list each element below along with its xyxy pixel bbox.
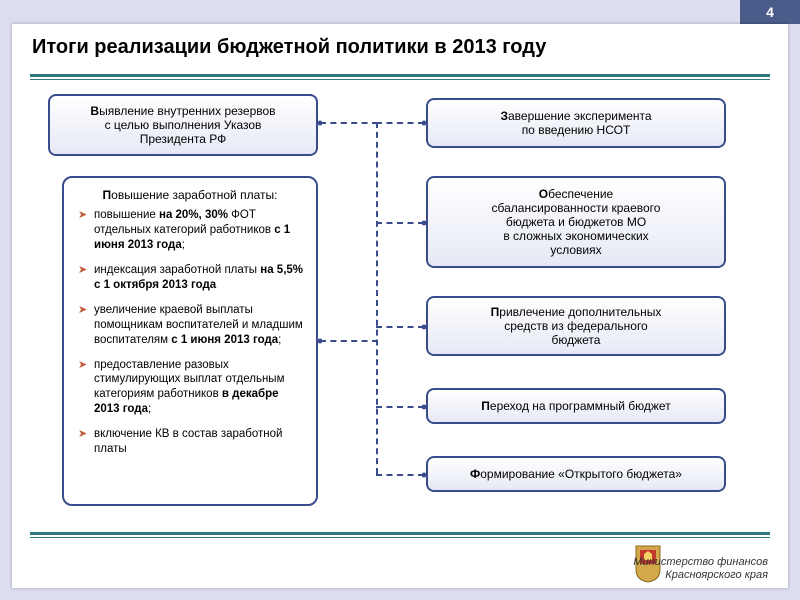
footer-line1: Министерство финансов [633, 556, 768, 568]
connector [376, 326, 424, 328]
divider-top [30, 74, 770, 80]
connector [376, 474, 424, 476]
connector-dot [422, 221, 427, 226]
connector [376, 406, 424, 408]
salary-item: предоставление разовых стимулирующих вып… [76, 358, 304, 418]
connector [376, 122, 424, 124]
box-reserves: Выявление внутренних резервов с целью вы… [48, 94, 318, 156]
connector [376, 222, 424, 224]
salary-item: повышение на 20%, 30% ФОТ отдельных кате… [76, 208, 304, 253]
box-federal: Привлечение дополнительныхсредств из фед… [426, 296, 726, 356]
box-salary-title: Повышение заработной платы: [76, 188, 304, 202]
connector [320, 340, 378, 342]
slide: Итоги реализации бюджетной политики в 20… [12, 24, 788, 588]
box-open-budget: Формирование «Открытого бюджета» [426, 456, 726, 492]
connector-dot [422, 121, 427, 126]
footer-line2: Красноярского края [665, 569, 768, 581]
box-nsot: Завершение экспериментапо введению НСОТ [426, 98, 726, 148]
footer: Министерство финансов Красноярского края [633, 556, 768, 582]
box-balance: Обеспечениесбалансированности краевогобю… [426, 176, 726, 268]
salary-list: повышение на 20%, 30% ФОТ отдельных кате… [76, 208, 304, 457]
slide-title: Итоги реализации бюджетной политики в 20… [32, 36, 546, 59]
connector-dot [422, 405, 427, 410]
box-program-budget: Переход на программный бюджет [426, 388, 726, 424]
salary-item: включение КВ в состав заработной платы [76, 427, 304, 457]
page-number: 4 [740, 0, 800, 24]
connector-spine [376, 122, 378, 474]
connector-dot [422, 325, 427, 330]
connector-dot [422, 473, 427, 478]
divider-bottom [30, 532, 770, 538]
connector-dot [318, 339, 323, 344]
connector [320, 122, 378, 124]
salary-item: индексация заработной платы на 5,5% с 1 … [76, 263, 304, 293]
box-salary: Повышение заработной платы: повышение на… [62, 176, 318, 506]
connector-dot [318, 121, 323, 126]
salary-item: увеличение краевой выплаты помощникам во… [76, 303, 304, 348]
